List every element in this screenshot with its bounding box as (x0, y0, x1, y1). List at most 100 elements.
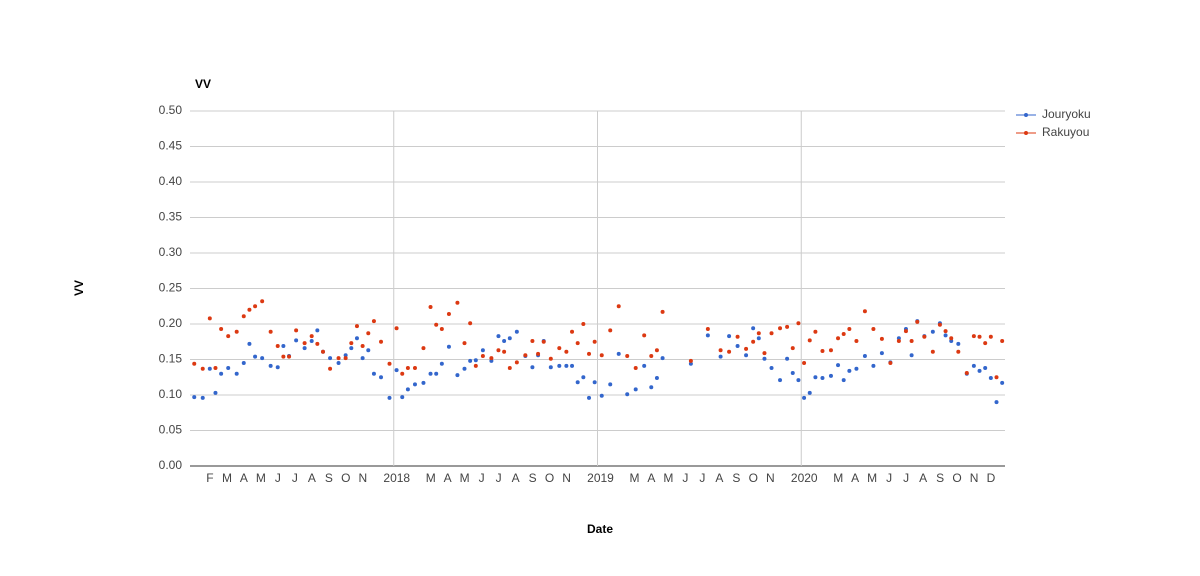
data-point (439, 361, 444, 366)
legend-label: Jouryoku (1042, 107, 1091, 121)
data-point (943, 329, 948, 334)
data-point (502, 339, 507, 344)
data-point (625, 353, 630, 358)
data-point (654, 375, 659, 380)
data-point (192, 361, 197, 366)
data-point (434, 371, 439, 376)
data-point (956, 349, 961, 354)
data-point (343, 356, 348, 361)
data-point (828, 348, 833, 353)
data-point (983, 366, 988, 371)
data-point (260, 356, 265, 361)
data-point (468, 358, 473, 363)
data-point (315, 328, 320, 333)
data-point (489, 356, 494, 361)
data-point (247, 341, 252, 346)
data-point (541, 339, 546, 344)
data-point (930, 329, 935, 334)
x-tick-label: J (275, 471, 281, 485)
data-point (660, 309, 665, 314)
data-point (281, 354, 286, 359)
x-tick-label: M (222, 471, 232, 485)
data-point (790, 370, 795, 375)
data-point (260, 299, 265, 304)
x-tick-label: A (512, 471, 520, 485)
data-point (302, 346, 307, 351)
data-point (421, 346, 426, 351)
data-point (354, 336, 359, 341)
data-point (309, 334, 314, 339)
y-tick-label: 0.10 (159, 387, 183, 401)
data-point (213, 366, 218, 371)
data-point (394, 326, 399, 331)
x-tick-label: A (240, 471, 248, 485)
y-tick-label: 0.45 (159, 139, 183, 153)
data-point (616, 351, 621, 356)
data-point (1000, 339, 1005, 344)
x-tick-label: N (358, 471, 367, 485)
data-point (241, 361, 246, 366)
data-point (387, 361, 392, 366)
x-tick-label: N (562, 471, 571, 485)
data-point (854, 366, 859, 371)
legend-marker (1024, 131, 1028, 135)
y-tick-label: 0.25 (159, 281, 183, 295)
data-point (994, 400, 999, 405)
data-point (548, 356, 553, 361)
x-tick-label: M (833, 471, 843, 485)
data-point (412, 366, 417, 371)
data-point (943, 333, 948, 338)
data-point (778, 378, 783, 383)
data-point (502, 349, 507, 354)
data-point (820, 348, 825, 353)
data-point (207, 366, 212, 371)
data-point (718, 348, 723, 353)
data-point (828, 373, 833, 378)
data-point (751, 339, 756, 344)
x-axis-title: Date (587, 522, 613, 536)
x-tick-label: F (206, 471, 213, 485)
data-point (649, 385, 654, 390)
x-tick-label: O (749, 471, 758, 485)
data-point (592, 380, 597, 385)
data-point (281, 344, 286, 349)
data-point (366, 331, 371, 336)
data-point (937, 322, 942, 327)
data-point (949, 336, 954, 341)
data-point (268, 363, 273, 368)
data-point (575, 341, 580, 346)
data-point (896, 339, 901, 344)
data-point (718, 354, 723, 359)
data-point (536, 351, 541, 356)
data-point (557, 346, 562, 351)
x-tick-label: J (903, 471, 909, 485)
data-point (468, 321, 473, 326)
data-point (480, 348, 485, 353)
data-point (903, 329, 908, 334)
data-point (294, 338, 299, 343)
data-point (599, 353, 604, 358)
data-point (1000, 380, 1005, 385)
data-point (455, 300, 460, 305)
data-point (862, 353, 867, 358)
data-point (633, 366, 638, 371)
data-point (405, 387, 410, 392)
data-point (462, 366, 467, 371)
data-point (879, 336, 884, 341)
data-point (455, 373, 460, 378)
x-tick-label: A (308, 471, 316, 485)
data-point (625, 392, 630, 397)
data-point (841, 378, 846, 383)
data-point (862, 309, 867, 314)
y-tick-label: 0.05 (159, 423, 183, 437)
data-point (727, 334, 732, 339)
data-point (462, 341, 467, 346)
data-point (751, 326, 756, 331)
data-point (428, 304, 433, 309)
data-point (514, 329, 519, 334)
data-point (988, 375, 993, 380)
data-point (599, 393, 604, 398)
data-point (349, 341, 354, 346)
data-point (496, 334, 501, 339)
data-point (328, 366, 333, 371)
